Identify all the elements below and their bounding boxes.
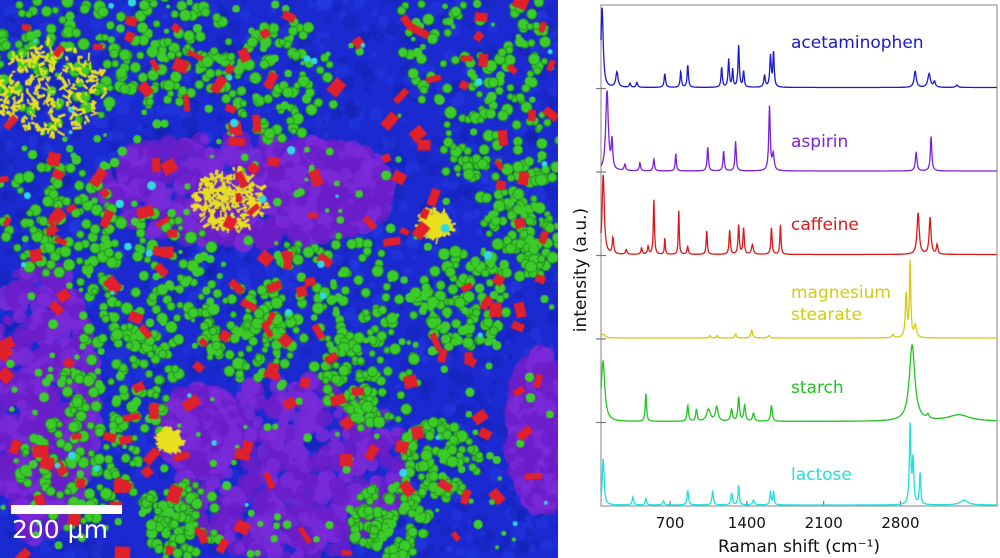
y-ticks	[596, 87, 606, 424]
raman-spectra-chart: 700 1400 2100 2800 acetaminophen aspirin caff…	[571, 4, 998, 557]
series-label: caffeine	[791, 215, 859, 235]
plot-frame	[600, 4, 998, 507]
spectrum-starch	[600, 344, 997, 422]
y-axis-label: intensity (a.u.)	[571, 208, 591, 332]
series-labels: acetaminophen aspirin caffeine magnesiumste…	[791, 33, 924, 485]
scale-bar-label: 200 µm	[12, 515, 108, 544]
x-tick-label: 1400	[728, 514, 766, 532]
raman-chemical-image: 200 µm	[0, 0, 558, 558]
spectrum-aspirin	[600, 90, 997, 172]
spectrum-caffeine	[600, 174, 997, 256]
spectrum-lactose	[600, 422, 997, 506]
x-tick-label: 700	[656, 514, 685, 532]
x-ticks: 700 1400 2100 2800	[656, 501, 920, 532]
spectrum-acetaminophen	[600, 7, 997, 89]
raman-image-canvas	[0, 0, 558, 558]
spectrum-magnesium-stearate	[600, 260, 997, 339]
series-label: magnesium	[791, 283, 891, 303]
x-tick-label: 2800	[881, 514, 919, 532]
scale-bar	[11, 505, 122, 514]
series-label: acetaminophen	[791, 33, 924, 53]
series-label: starch	[791, 378, 844, 398]
spectra-traces	[600, 7, 997, 506]
series-label: aspirin	[791, 132, 848, 152]
x-tick-label: 2100	[805, 514, 843, 532]
series-label: stearate	[791, 305, 862, 325]
series-label: lactose	[791, 465, 852, 485]
x-axis-label: Raman shift (cm⁻¹)	[718, 537, 880, 557]
